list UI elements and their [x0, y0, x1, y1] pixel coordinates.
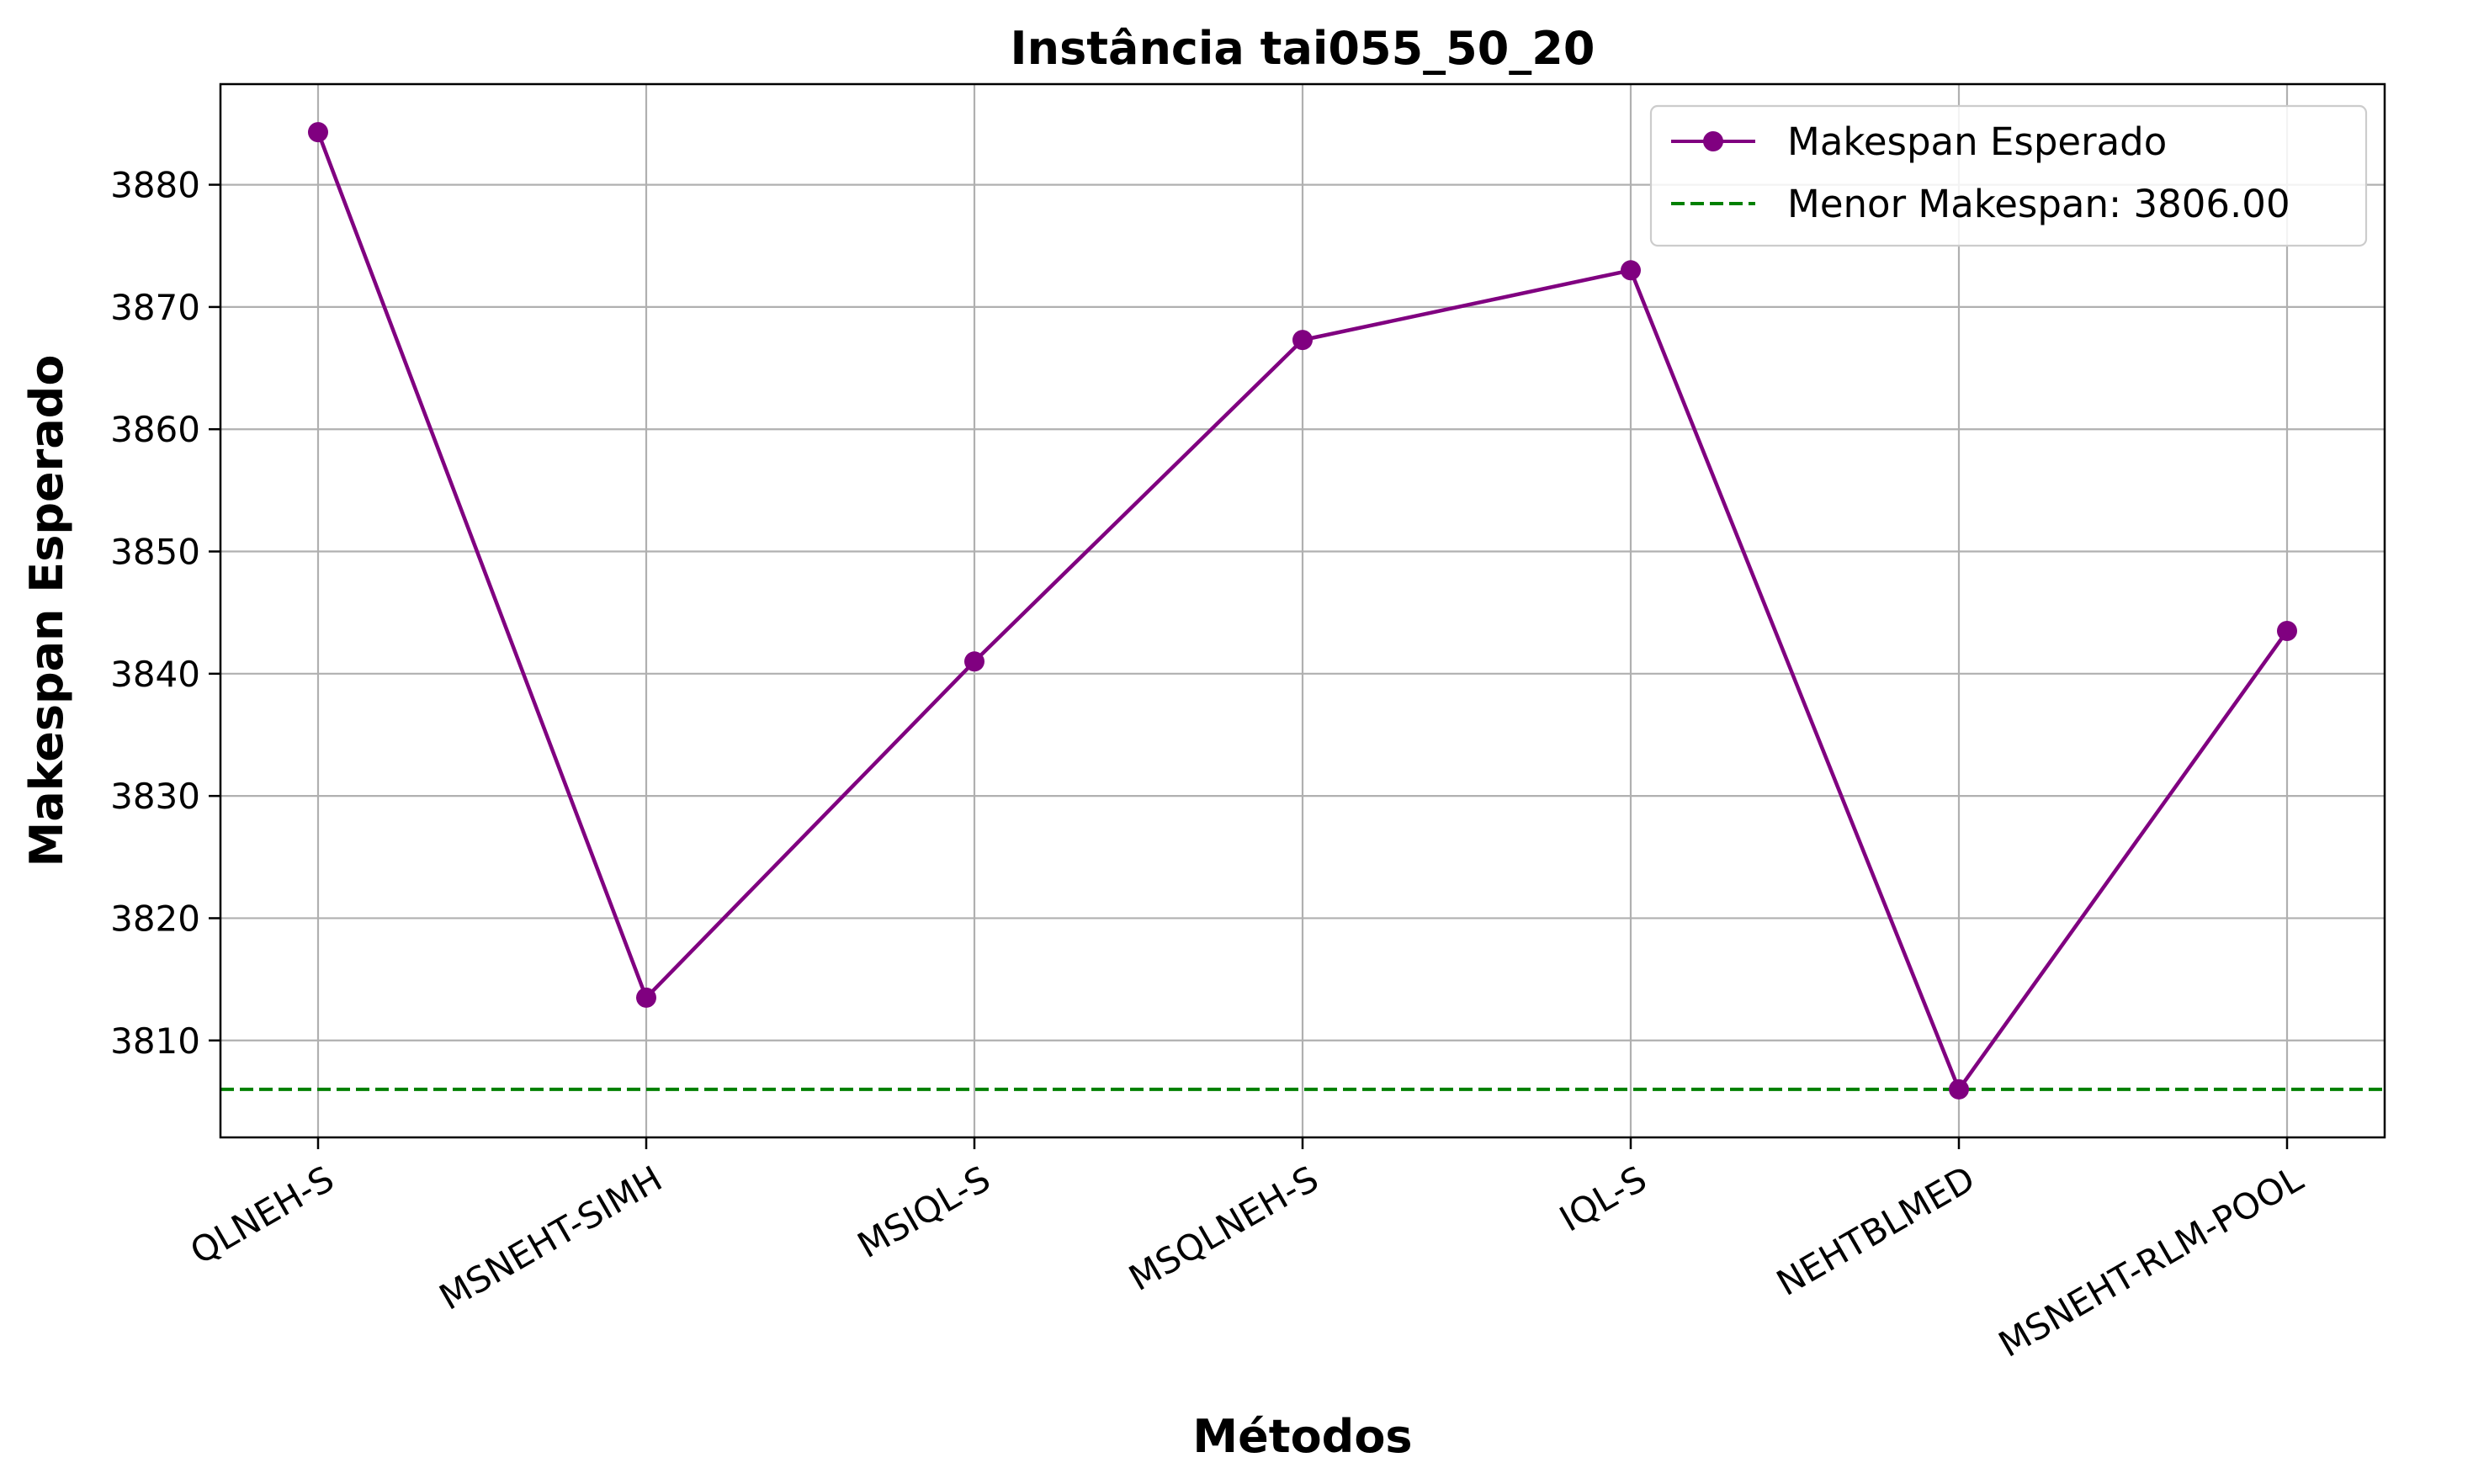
y-tick-label: 3850 [110, 532, 200, 573]
data-point [1292, 330, 1313, 351]
data-point [1949, 1079, 1969, 1100]
y-tick-label: 3810 [110, 1020, 200, 1062]
legend-box [1649, 104, 2368, 247]
data-point [1621, 260, 1641, 281]
chart-title: Instância tai055_50_20 [1011, 22, 1595, 75]
data-point [636, 987, 656, 1008]
y-tick-label: 3880 [110, 165, 200, 206]
x-axis-label: Métodos [1192, 1410, 1412, 1463]
y-tick-label: 3820 [110, 898, 200, 939]
data-point [2277, 620, 2297, 641]
y-axis-label: Makespan Esperado [20, 355, 73, 867]
grid-lines [220, 84, 2385, 1137]
data-point [964, 651, 984, 672]
x-tick-label: MSQLNEH-S [1122, 1158, 1325, 1299]
y-axis: 3810 3820 3830 3840 3850 3860 3870 3880 [110, 165, 220, 1062]
x-tick-label: NEHTBLMED [1770, 1158, 1982, 1304]
legend: Makespan Esperado Menor Makespan: 3806.0… [1649, 104, 2368, 247]
x-axis: QLNEH-S MSNEHT-SIMH MSIQL-S MSQLNEH-S IQL-S N… [183, 1137, 2311, 1365]
y-tick-label: 3870 [110, 287, 200, 328]
legend-series-label: Makespan Esperado [1787, 119, 2167, 164]
x-tick-label: MSIQL-S [851, 1158, 997, 1266]
y-tick-label: 3830 [110, 776, 200, 817]
legend-series-marker [1703, 131, 1723, 151]
x-tick-label: MSNEHT-RLM-POOL [1992, 1158, 2311, 1365]
y-tick-label: 3860 [110, 409, 200, 450]
data-point [308, 122, 328, 143]
legend-reference-label: Menor Makespan: 3806.00 [1787, 182, 2290, 226]
x-tick-label: QLNEH-S [183, 1158, 341, 1272]
y-tick-label: 3840 [110, 654, 200, 695]
series-layer [308, 122, 2297, 1100]
x-tick-label: MSNEHT-SIMH [433, 1158, 669, 1318]
x-tick-label: IQL-S [1552, 1158, 1653, 1239]
